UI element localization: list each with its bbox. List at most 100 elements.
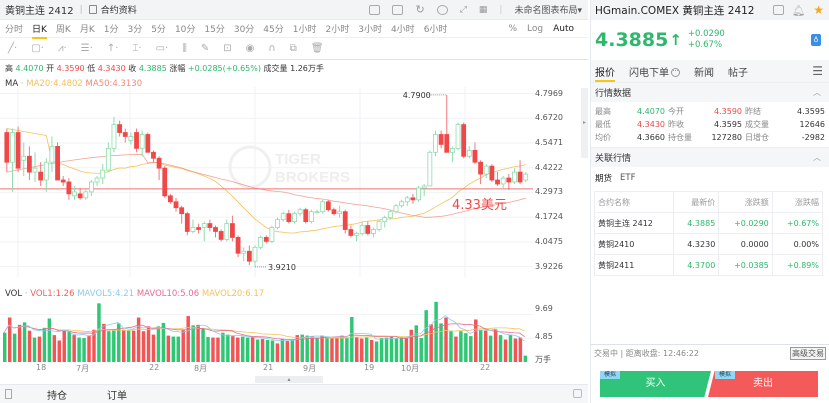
arrow-tool-icon[interactable]: ↑· — [106, 43, 119, 54]
fib-tool-icon[interactable]: ☰· — [80, 43, 93, 54]
table-row[interactable]: 黄铜2410 4.3230 0.0000 0.00% — [593, 233, 824, 255]
period-tab[interactable]: 10分 — [174, 25, 196, 35]
scale-option[interactable]: Auto — [553, 23, 574, 34]
trash-icon[interactable]: 🗑 — [310, 43, 324, 54]
chart-image-icon[interactable] — [369, 4, 381, 15]
settings-icon[interactable] — [436, 4, 448, 15]
tab-quote[interactable]: 报价 — [595, 64, 615, 82]
advanced-trade-button[interactable]: 高级交易 — [790, 347, 826, 360]
buy-button[interactable]: 模拟 买入 — [600, 371, 711, 397]
price-tick: 4.6720 — [535, 113, 563, 123]
svg-text:4.7900: 4.7900 — [403, 91, 431, 100]
bell-icon[interactable]: 🔔︎ — [791, 4, 806, 17]
close-value: 4.3885 — [138, 64, 167, 73]
price-tick: 4.2973 — [535, 187, 563, 197]
text-tool-icon[interactable]: ▭· — [155, 43, 169, 54]
refresh-icon[interactable]: ↻ — [415, 3, 425, 16]
period-tab[interactable]: 30分 — [233, 25, 255, 35]
date-tick: 10月 — [401, 364, 420, 373]
period-tab[interactable]: 日K — [32, 22, 47, 39]
period-tab[interactable]: 6小时 — [423, 25, 448, 35]
price-box: 4.3885 ↑ +0.0290 +0.67% ♁ — [591, 20, 829, 60]
price-tick: 4.7969 — [535, 88, 563, 98]
period-tab[interactable]: 4小时 — [390, 25, 415, 35]
favorite-star-icon[interactable]: ★ — [813, 3, 824, 17]
trade-status-bar: 交易中 | 距离收盘: 12:46:22 高级交易 — [591, 344, 829, 362]
edit-icon[interactable] — [392, 4, 404, 15]
popout-icon[interactable] — [573, 389, 582, 398]
mavol20-value: MAVOL20:6.17 — [201, 289, 265, 299]
tab-orders[interactable]: 订单 — [107, 390, 127, 402]
tab-news[interactable]: 新闻 — [694, 67, 714, 79]
line-tool-icon[interactable]: ╱· — [8, 43, 18, 54]
share-icon[interactable]: ♁ — [811, 34, 821, 46]
tab-etf[interactable]: ETF — [620, 173, 636, 183]
related-table: 合约名称 最新价 涨跌额 涨跌幅 黄铜主连 2412 4.3885 +0.0290 +0.67… — [593, 191, 824, 276]
fullscreen-icon[interactable]: ⤢ — [459, 4, 467, 15]
chevron-up-icon[interactable]: ︿ — [813, 88, 821, 97]
period-tab[interactable]: 15分 — [204, 25, 225, 35]
eye-icon[interactable]: ◉ — [245, 43, 255, 54]
menu-icon[interactable]: ☰ — [812, 64, 823, 78]
related-section[interactable]: 关联行情 ︿ — [591, 147, 829, 167]
period-tab[interactable]: 1小时 — [292, 25, 317, 35]
scale-options: % Log Auto — [508, 24, 588, 34]
pattern-tool-icon[interactable]: ⩘· — [57, 43, 67, 54]
sell-button[interactable]: 模拟 卖出 — [708, 371, 818, 397]
low-value: 4.3430 — [97, 64, 126, 73]
period-tab[interactable]: 5分 — [151, 25, 166, 35]
panel-toggle-icon[interactable] — [5, 389, 12, 399]
measure-tool-icon[interactable]: ⌶· — [132, 43, 142, 54]
bookmark-icon[interactable] — [772, 5, 784, 15]
chevron-up-icon[interactable]: ︿ — [813, 153, 821, 162]
volume-chart[interactable] — [0, 296, 533, 362]
quote-tabs: 报价 闪电下单 ··· 新闻 帖子 ☰ — [591, 60, 829, 82]
period-tab[interactable]: 3小时 — [358, 25, 382, 35]
magnet-icon[interactable]: ∩ — [268, 43, 276, 54]
period-tab[interactable]: 45分 — [263, 25, 284, 35]
period-tab[interactable]: 1分 — [103, 25, 119, 35]
period-tab[interactable]: 分时 — [5, 25, 24, 35]
high-value: 4.4070 — [15, 64, 44, 73]
mavol10-value: MAVOL10:5.06 — [136, 289, 200, 299]
table-row[interactable]: 黄铜主连 2412 4.3885 +0.0290 +0.67% — [593, 212, 824, 234]
pencil-icon[interactable]: ✎ — [200, 43, 210, 54]
period-tab[interactable]: 3分 — [127, 25, 143, 35]
divider: | — [499, 4, 503, 15]
rectangle-tool-icon[interactable]: ▢· — [31, 43, 44, 54]
volume-axis: 9.69 4.85 万手 — [533, 296, 581, 366]
scroll-handle[interactable]: ▴ — [255, 376, 323, 383]
column-header[interactable]: 涨跌幅 — [771, 191, 824, 213]
scale-option[interactable]: Log — [527, 23, 544, 34]
layout-dropdown[interactable]: 未命名图表布局▾ — [514, 6, 582, 16]
scale-option[interactable]: % — [508, 23, 518, 34]
document-icon — [88, 5, 97, 14]
column-header[interactable]: 合约名称 — [593, 191, 675, 213]
contract-info-button[interactable]: 合约资料 — [88, 3, 137, 16]
tab-flash-order[interactable]: 闪电下单 ··· — [629, 67, 680, 79]
tab-futures[interactable]: 期货 — [595, 174, 613, 184]
stats-row: 均价 4.3660 持仓量 127280 日增仓 -2982 — [595, 133, 825, 142]
period-tab[interactable]: 月K — [79, 25, 95, 35]
volume-tick: 万手 — [535, 355, 551, 364]
period-tab[interactable]: 周K — [55, 25, 71, 35]
market-data-section[interactable]: 行情数据 ︿ — [591, 82, 829, 102]
grid-layout-icon[interactable]: ▦ — [478, 4, 488, 15]
lock-icon[interactable]: ⊡ — [223, 43, 232, 54]
chart-tools: ↻ ⤢ ▦ | 未命名图表布局▾ — [369, 3, 588, 16]
column-header[interactable]: 最新价 — [673, 191, 720, 213]
table-row[interactable]: 黄铜2411 4.3700 +0.0385 +0.89% — [593, 254, 824, 276]
tab-posts[interactable]: 帖子 — [728, 67, 748, 79]
date-tick: 22 — [149, 363, 160, 372]
column-header[interactable]: 涨跌额 — [718, 191, 773, 213]
mavol5-value: MAVOL5:4.21 — [77, 289, 135, 299]
indicator-tool-icon[interactable]: ⫼ — [182, 43, 187, 54]
layers-icon[interactable]: ⧉ — [289, 43, 297, 54]
tab-positions[interactable]: 持仓 — [47, 390, 67, 402]
market-stats: 最高 4.4070 今开 4.3590 昨结 4.3595 最低 4.3430 昨收 4.3595… — [591, 102, 829, 147]
collapse-panel-handle[interactable]: ▸ — [581, 88, 588, 158]
price-axis: 4.7969 4.6720 4.5471 4.4222 4.2973 4.1724 4.04… — [533, 87, 581, 277]
divider: | — [79, 4, 83, 15]
period-tab[interactable]: 2小时 — [325, 25, 350, 35]
